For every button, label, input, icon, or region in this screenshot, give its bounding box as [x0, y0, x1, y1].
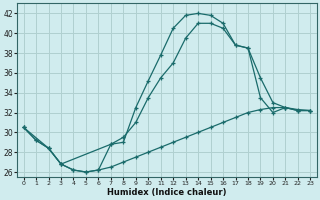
- X-axis label: Humidex (Indice chaleur): Humidex (Indice chaleur): [107, 188, 227, 197]
